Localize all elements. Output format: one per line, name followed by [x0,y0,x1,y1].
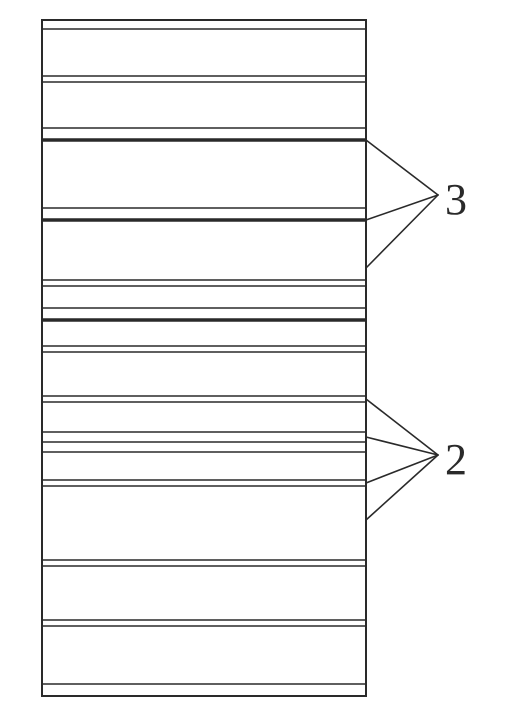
callout-3-leader-0 [366,140,438,195]
outer-box [42,20,366,696]
callout-label-2: 2 [445,438,467,482]
callout-2-leader-3 [366,455,438,520]
diagram-canvas: 3 2 [0,0,511,719]
callout-2-leader-2 [366,455,438,483]
callout-3-leader-1 [366,195,438,220]
callout-3-leader-2 [366,195,438,268]
diagram-svg [0,0,511,719]
callout-label-3: 3 [445,178,467,222]
